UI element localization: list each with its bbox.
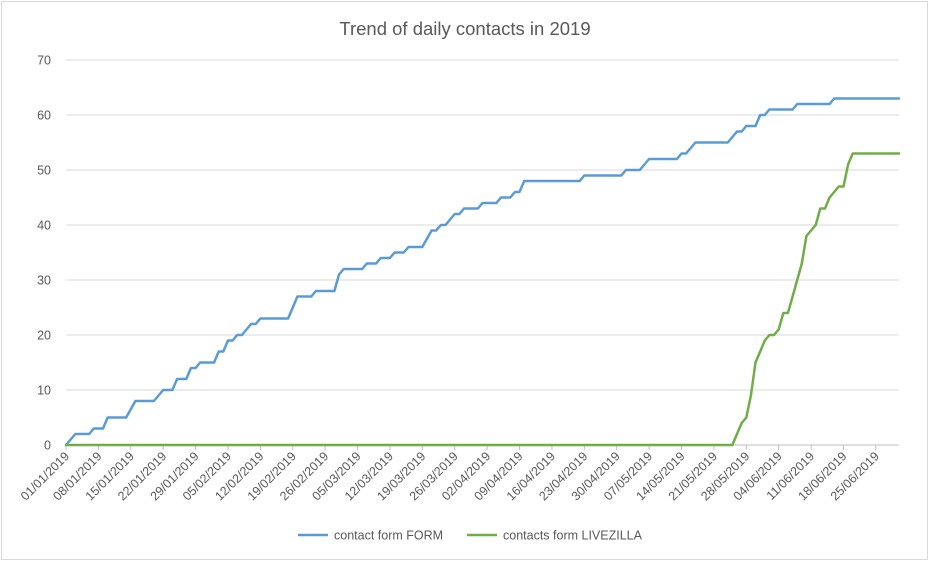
legend: contact form FORM contacts form LIVEZILLA	[298, 529, 643, 543]
y-tick-label: 0	[44, 439, 51, 453]
y-axis: 0 10 20 30 40 50 60 70	[37, 54, 51, 453]
chart-title: Trend of daily contacts in 2019	[339, 18, 590, 39]
y-tick-label: 50	[37, 164, 51, 178]
y-tick-label: 30	[37, 274, 51, 288]
x-axis: 01/01/201908/01/201915/01/201922/01/2019…	[18, 444, 899, 503]
y-tick-label: 60	[37, 109, 51, 123]
legend-label: contact form FORM	[334, 529, 443, 543]
y-tick-label: 40	[37, 219, 51, 233]
y-tick-label: 20	[37, 329, 51, 343]
series-line-livezilla	[64, 152, 901, 447]
y-tick-label: 10	[37, 384, 51, 398]
series-line-form	[64, 97, 901, 447]
series-lines	[64, 97, 901, 447]
legend-label: contacts form LIVEZILLA	[503, 529, 643, 543]
y-tick-label: 70	[37, 54, 51, 68]
